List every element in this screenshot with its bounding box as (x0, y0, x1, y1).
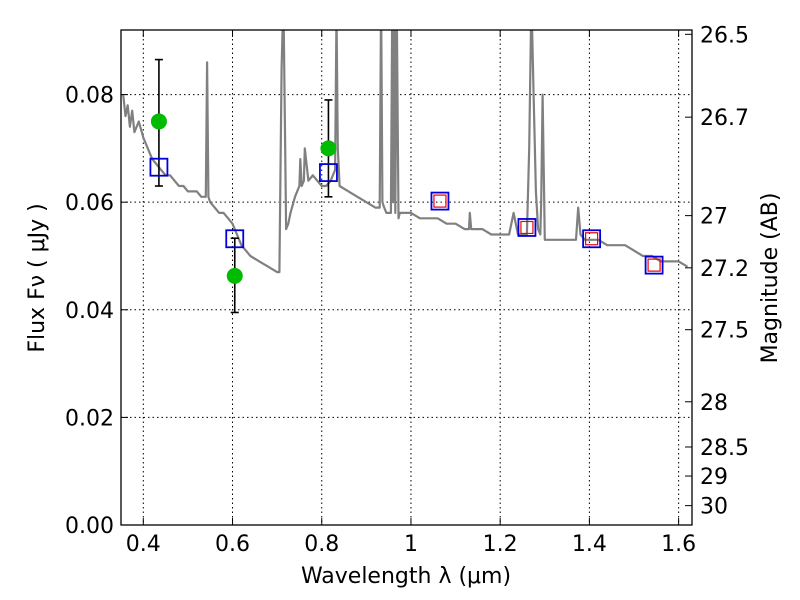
y-tick-label: 0.04 (65, 299, 114, 324)
x-tick-label: 1.4 (572, 532, 607, 557)
y2-tick-label: 26.5 (700, 23, 749, 48)
y-axis-title: Flux Fν ( μJy ) (25, 203, 50, 352)
model-flux-square (319, 163, 338, 182)
y2-tick-label: 29 (700, 465, 728, 490)
model-flux-square (644, 255, 664, 275)
model-flux-square (225, 229, 245, 249)
model-spectrum-line (122, 30, 689, 274)
y-tick-label: 0.00 (65, 514, 114, 539)
x-tick-label: 1.6 (661, 532, 696, 557)
y2-tick-label: 27.5 (700, 319, 749, 344)
photometry-markers (149, 113, 664, 284)
y2-tick-label: 28.5 (700, 436, 749, 461)
observed-flux-point (226, 267, 243, 284)
y-tick-label: 0.02 (65, 406, 114, 431)
y2-tick-label: 30 (700, 495, 728, 520)
upper-limit-square (433, 194, 447, 208)
y-tick-label: 0.08 (65, 84, 114, 109)
observed-flux-point (320, 140, 337, 157)
plot-frame (120, 29, 693, 526)
model-flux-square (430, 191, 450, 211)
model-flux-square (517, 218, 537, 237)
x-tick-label: 1.2 (483, 532, 518, 557)
x-tick-label: 0.4 (126, 532, 161, 557)
model-flux-square (149, 157, 169, 177)
y2-tick-label: 26.7 (700, 106, 749, 131)
y2-tick-label: 27.2 (700, 257, 749, 282)
y2-tick-label: 27 (700, 205, 728, 230)
y2-tick-label: 28 (700, 391, 728, 416)
y-tick-label: 0.06 (65, 191, 114, 216)
model-flux-square (582, 229, 602, 249)
upper-limit-square (647, 258, 661, 272)
y2-axis-title: Magnitude (AB) (758, 193, 783, 364)
observed-flux-point (150, 113, 167, 130)
axis-ticks: 0.4 0.6 0.8 1 1.2 1.4 1.6 0.00 0.02 0.04 0.06 0.08 2… (65, 23, 749, 557)
x-tick-label: 0.8 (304, 532, 339, 557)
x-tick-label: 1 (404, 532, 418, 557)
x-tick-label: 0.6 (215, 532, 250, 557)
x-axis-title: Wavelength λ (μm) (301, 564, 511, 589)
upper-limit-square (520, 220, 534, 235)
spectrum-series (122, 30, 689, 274)
upper-limit-square (585, 232, 599, 246)
